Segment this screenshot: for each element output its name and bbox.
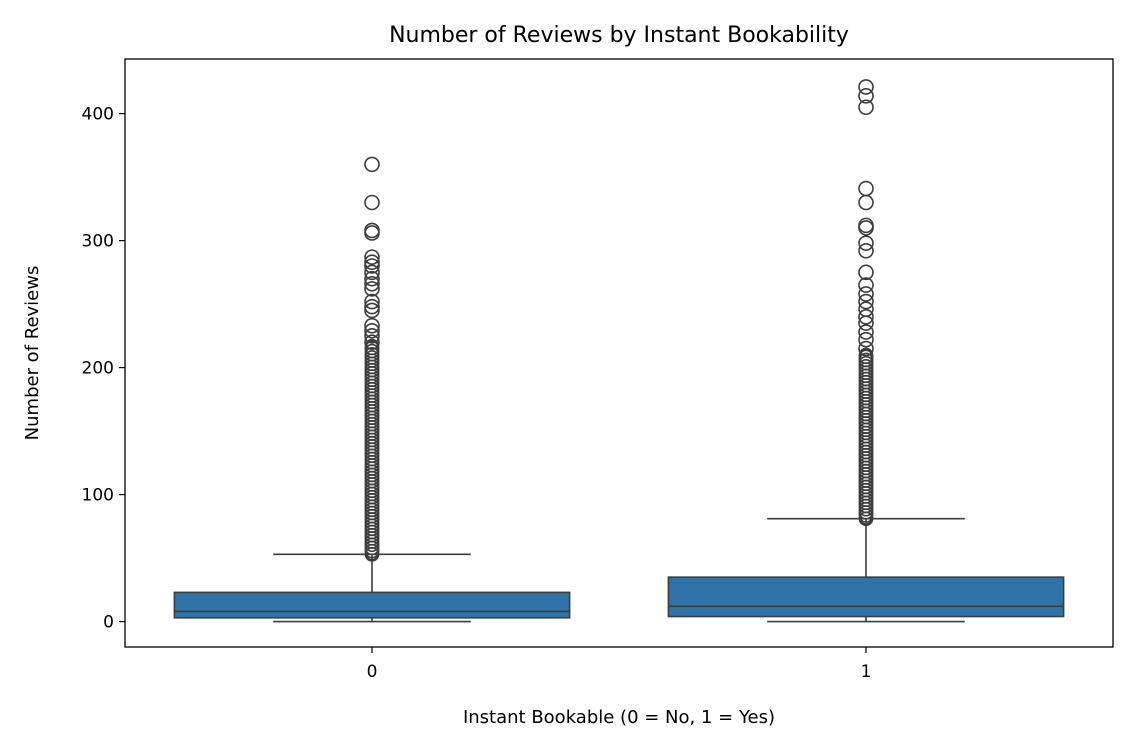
outlier-point: [858, 277, 874, 293]
outlier-point: [364, 302, 380, 319]
outlier-point: [364, 222, 380, 239]
outlier-point: [858, 301, 874, 317]
outlier-point: [858, 180, 874, 197]
outlier-point: [364, 249, 380, 265]
outlier-point: [364, 281, 380, 297]
plot-area: [173, 79, 1065, 623]
y-tick-label: 400: [82, 105, 114, 125]
outlier-point: [858, 340, 874, 357]
outlier-point: [858, 88, 874, 104]
box-group-1: [667, 79, 1065, 623]
outlier-point: [364, 293, 380, 310]
outlier-point: [364, 264, 380, 281]
outlier-point: [858, 331, 874, 348]
outlier-point: [364, 317, 380, 334]
outlier-point: [858, 235, 874, 251]
outlier-point: [364, 298, 380, 315]
x-tick-label: 0: [367, 662, 378, 682]
y-tick-label: 200: [82, 359, 114, 379]
outlier-point: [364, 328, 380, 344]
outlier-point: [858, 217, 874, 234]
outlier-point: [858, 99, 874, 116]
y-tick-label: 300: [82, 232, 114, 252]
iqr-box: [173, 591, 571, 619]
plot-frame: [124, 58, 1114, 648]
outlier-point: [858, 324, 874, 340]
outlier-point: [364, 322, 380, 339]
y-axis: 0 100 200 300 400: [82, 105, 125, 633]
outlier-point: [858, 242, 874, 259]
outlier-point: [364, 275, 380, 292]
outlier-point: [364, 156, 380, 173]
outlier-point: [858, 194, 874, 211]
outlier-point: [364, 270, 380, 287]
outlier-point: [858, 309, 874, 325]
outlier-point: [364, 194, 380, 211]
outlier-point: [364, 254, 380, 270]
y-tick-label: 0: [103, 613, 114, 633]
x-axis-label: Instant Bookable (0 = No, 1 = Yes): [463, 707, 775, 728]
outlier-point: [858, 286, 874, 302]
outlier-point: [858, 293, 874, 310]
iqr-box: [667, 576, 1065, 618]
x-tick-label: 1: [861, 662, 872, 682]
outlier-point: [364, 334, 380, 351]
outlier-point: [858, 264, 874, 281]
outlier-point: [364, 258, 380, 274]
outlier-point: [858, 349, 874, 365]
outlier-point: [858, 79, 874, 95]
y-axis-label: Number of Reviews: [22, 266, 43, 441]
outlier-point: [364, 340, 380, 356]
y-tick-label: 100: [82, 486, 114, 506]
chart-title: Number of Reviews by Instant Bookability: [389, 23, 849, 48]
box-group-0: [173, 156, 571, 623]
